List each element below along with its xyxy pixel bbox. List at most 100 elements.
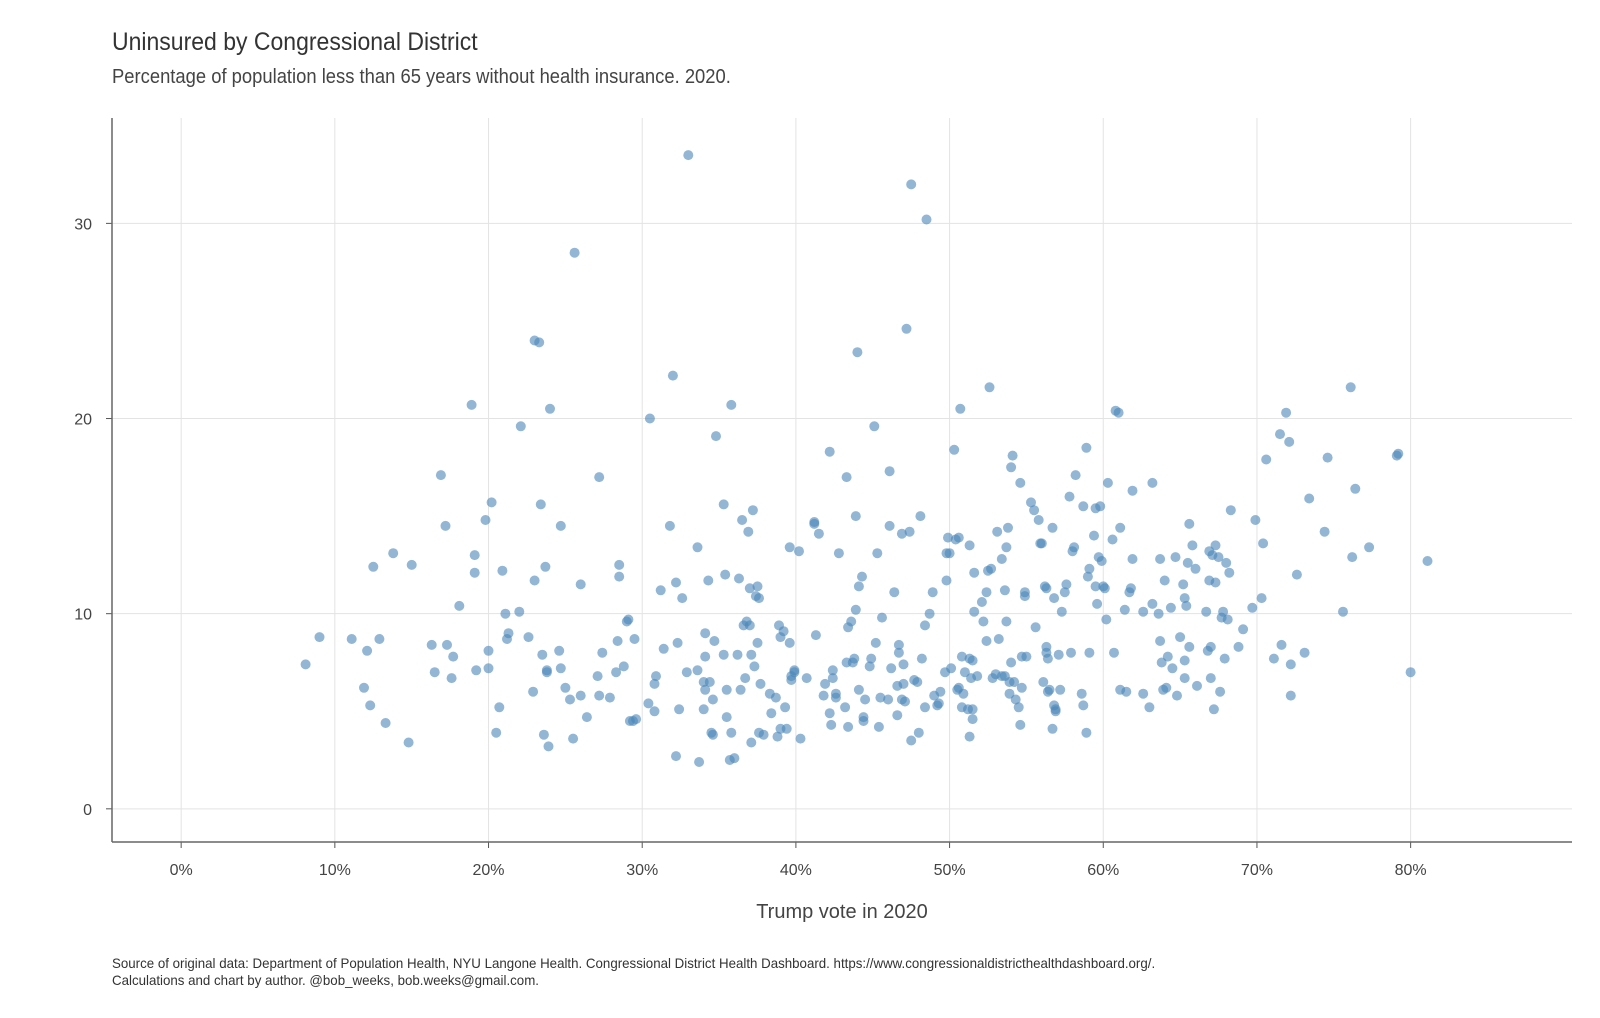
data-point [1182, 557, 1193, 568]
data-point [469, 550, 480, 561]
data-point [491, 727, 502, 738]
data-point [780, 702, 791, 713]
data-point [374, 634, 385, 644]
data-point [958, 688, 969, 699]
data-point [1159, 575, 1170, 586]
data-point [1181, 600, 1192, 611]
data-point [1405, 667, 1416, 678]
data-point [752, 637, 763, 648]
data-point [1078, 700, 1089, 711]
data-point [972, 671, 983, 682]
data-point [1261, 454, 1272, 465]
data-point [1347, 552, 1358, 563]
data-point [1127, 485, 1138, 496]
data-point [1055, 684, 1066, 695]
data-point [1213, 552, 1224, 563]
data-point [849, 653, 860, 664]
data-point [1019, 587, 1030, 598]
data-point [694, 757, 705, 767]
data-point [964, 540, 975, 551]
data-point [1030, 622, 1041, 633]
data-point [875, 692, 886, 703]
data-point [429, 667, 440, 678]
data-point [766, 708, 777, 719]
data-point [483, 663, 494, 674]
data-point [818, 690, 829, 701]
data-point [978, 616, 989, 627]
data-point [778, 626, 789, 637]
data-point [700, 628, 711, 639]
data-point [569, 247, 580, 258]
data-point [721, 712, 732, 723]
data-point [494, 702, 505, 713]
data-point [592, 671, 603, 682]
y-tick-label: 0 [83, 802, 92, 819]
caption-line-2: Calculations and chart by author. @bob_w… [112, 972, 539, 988]
data-point [406, 559, 417, 570]
data-point [692, 542, 703, 553]
data-point [872, 548, 883, 559]
data-point [380, 718, 391, 728]
data-point [671, 577, 681, 588]
data-point [1291, 569, 1302, 580]
data-point [850, 511, 861, 522]
data-point [1393, 448, 1404, 459]
data-point [781, 723, 792, 734]
data-point [827, 665, 838, 676]
data-point [752, 581, 763, 592]
data-point [538, 729, 549, 740]
data-point [1175, 632, 1186, 643]
data-point [448, 651, 459, 662]
data-point [300, 659, 311, 670]
data-point [893, 647, 904, 658]
data-point [677, 593, 688, 604]
data-point [906, 735, 917, 746]
data-point [541, 665, 552, 676]
data-point [575, 690, 586, 701]
data-point [446, 673, 457, 684]
data-point [784, 542, 795, 553]
data-point [853, 684, 864, 695]
data-point [388, 548, 399, 559]
data-point [1119, 604, 1130, 615]
data-point [935, 686, 946, 697]
data-point [667, 370, 678, 381]
data-point [737, 515, 748, 525]
data-point [1284, 436, 1295, 447]
data-point [1016, 682, 1027, 693]
data-point [969, 606, 980, 617]
data-point [1233, 641, 1244, 652]
data-point [858, 712, 869, 723]
chart-subtitle: Percentage of population less than 65 ye… [112, 66, 731, 88]
data-point [362, 645, 373, 656]
data-point [884, 520, 895, 531]
data-point [921, 214, 932, 225]
data-point [1161, 682, 1172, 693]
data-point [1050, 704, 1061, 715]
source-caption: Source of original data: Department of P… [112, 955, 1155, 989]
data-point [813, 528, 824, 539]
data-point [483, 645, 494, 656]
data-point [618, 661, 629, 672]
data-point [866, 653, 877, 664]
data-point [833, 548, 844, 559]
x-tick-label: 50% [934, 862, 966, 879]
data-point [754, 593, 764, 604]
data-point [1172, 690, 1182, 701]
data-point [497, 565, 508, 576]
data-point [1125, 583, 1136, 594]
data-point [964, 731, 975, 742]
data-point [597, 647, 608, 658]
data-point [403, 737, 414, 748]
data-point [426, 639, 437, 650]
data-point [1170, 552, 1181, 563]
data-point [740, 673, 751, 684]
data-point [1059, 587, 1070, 598]
data-point [1069, 542, 1080, 553]
data-point [1319, 526, 1330, 537]
data-point [535, 499, 546, 510]
data-point [1225, 505, 1236, 516]
data-point [1070, 470, 1081, 481]
data-point [1167, 663, 1178, 674]
data-point [1064, 491, 1075, 502]
